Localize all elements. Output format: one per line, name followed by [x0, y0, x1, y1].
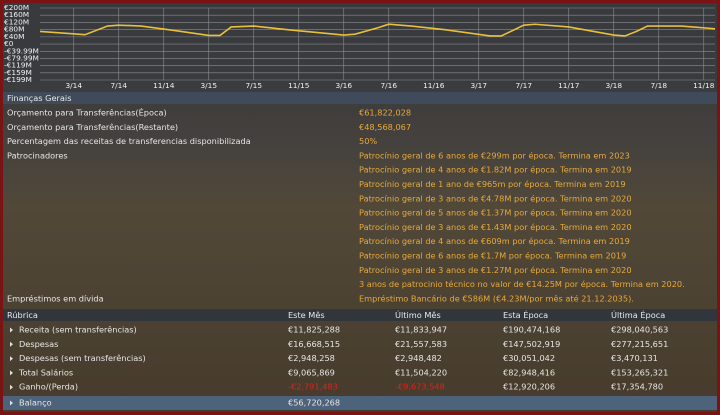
y-tick-label: €80M [4, 25, 24, 34]
y-tick-label: €160M [4, 10, 29, 19]
y-tick-label: €200M [4, 3, 29, 12]
cell-value: €2,948,258 [288, 353, 335, 363]
table-header-bg [3, 309, 717, 321]
sponsor: 3 anos de patrocinio técnico no valor de… [359, 279, 685, 289]
bullet [10, 384, 13, 390]
row-label: Despesas [19, 339, 58, 349]
x-tick-label: 7/18 [650, 81, 667, 90]
column-header: Este Mês [288, 310, 325, 320]
cell-value: €11,504,220 [395, 367, 447, 377]
y-tick-label: -€39.99M [4, 46, 39, 55]
x-tick-label: 7/16 [380, 81, 397, 90]
x-tick-label: 3/17 [470, 81, 487, 90]
row-label: Orçamento para Transferências(Restante) [7, 122, 178, 132]
row-label: Patrocinadores [7, 150, 68, 160]
balance-row-bg [3, 396, 717, 410]
x-tick-label: 3/15 [200, 81, 217, 90]
x-tick-label: 7/14 [110, 81, 127, 90]
cell-value: -€2,791,483 [288, 382, 338, 392]
y-tick-label: -€199M [4, 75, 32, 84]
cell-value: €30,051,042 [503, 353, 555, 363]
bullet [10, 370, 13, 376]
cell-value: €153,265,321 [611, 367, 668, 377]
cell-value: €9,065,869 [288, 367, 335, 377]
y-tick-label: -€159M [4, 68, 32, 77]
cell-value: €277,215,651 [611, 339, 668, 349]
x-tick-label: 11/17 [558, 81, 580, 90]
section-header [3, 92, 717, 104]
cell-value: €3,470,131 [611, 353, 658, 363]
sponsor: Patrocínio geral de 4 anos de €1.82M por… [359, 165, 632, 175]
x-tick-label: 7/15 [245, 81, 262, 90]
row-value: €48,568,067 [359, 122, 411, 132]
sponsor: Patrocínio geral de 6 anos de €1.7M por … [359, 251, 626, 261]
bullet [10, 400, 13, 406]
row-label: Empréstimos em dívida [7, 293, 104, 303]
x-tick-label: 3/16 [335, 81, 352, 90]
column-header: Rúbrica [7, 310, 38, 320]
cell-value: €21,557,583 [395, 339, 447, 349]
x-tick-label: 11/14 [153, 81, 175, 90]
cell-value: €11,825,288 [288, 325, 340, 335]
column-header: Última Época [611, 309, 665, 320]
y-tick-label: €0 [4, 39, 14, 48]
row-label: Balanço [19, 398, 52, 408]
cell-value: €147,502,919 [503, 339, 560, 349]
sponsor: Patrocínio geral de 1 ano de €965m por é… [359, 179, 626, 189]
bullet [10, 356, 13, 362]
x-tick-label: 11/15 [288, 81, 310, 90]
cell-value: €82,948,416 [503, 367, 555, 377]
bullet [10, 341, 13, 347]
cell-value: -€9,673,548 [395, 382, 445, 392]
row-label: Despesas (sem transferências) [19, 353, 146, 363]
cell-value: €11,833,947 [395, 325, 447, 335]
cell-value: €17,354,780 [611, 382, 663, 392]
sponsor: Patrocínio geral de 3 anos de €1.27M por… [359, 265, 632, 275]
row-value: €61,822,028 [359, 108, 411, 118]
y-tick-label: €120M [4, 17, 29, 26]
x-tick-label: 11/16 [423, 81, 445, 90]
y-tick-label: -€79.99M [4, 54, 39, 63]
sponsor: Patrocínio geral de 3 anos de €4.78M por… [359, 193, 632, 203]
cell-value: €298,040,563 [611, 325, 668, 335]
x-tick-label: 7/17 [515, 81, 532, 90]
cell-value: €190,474,168 [503, 325, 560, 335]
chart-panel [3, 3, 717, 91]
column-header: Esta Época [503, 309, 548, 320]
y-tick-label: -€119M [4, 61, 32, 70]
y-tick-label: €40M [4, 32, 24, 41]
section-title: Finanças Gerais [7, 93, 71, 103]
sponsor: Patrocínio geral de 5 anos de €1.37M por… [359, 208, 632, 218]
x-tick-label: 3/18 [605, 81, 622, 90]
x-tick-label: 11/18 [693, 81, 715, 90]
row-label: Ganho/(Perda) [19, 382, 78, 392]
x-tick-label: 3/14 [65, 81, 82, 90]
row-value: Empréstimo Bancário de €586M (€4.23M/por… [359, 293, 634, 303]
row-value: 50% [359, 136, 377, 146]
cell-value: €2,948,482 [395, 353, 442, 363]
sponsor: Patrocínio geral de 6 anos de €299m por … [359, 150, 630, 160]
row-label: Total Salários [18, 367, 73, 377]
column-header: Último Mês [395, 309, 441, 320]
sponsor: Patrocínio geral de 3 anos de €1.43M por… [359, 222, 632, 232]
cell-value: €12,920,206 [503, 382, 555, 392]
row-label: Percentagem das receitas de transferenci… [7, 136, 251, 146]
bullet [10, 327, 13, 333]
cell-value: €16,668,515 [288, 339, 340, 349]
sponsor: Patrocínio geral de 4 anos de €609m por … [359, 236, 630, 246]
row-label: Orçamento para Transferências(Época) [7, 107, 167, 118]
line-series [39, 23, 716, 37]
cell-value: €56,720,268 [288, 398, 340, 408]
row-label: Receita (sem transferências) [19, 325, 137, 335]
